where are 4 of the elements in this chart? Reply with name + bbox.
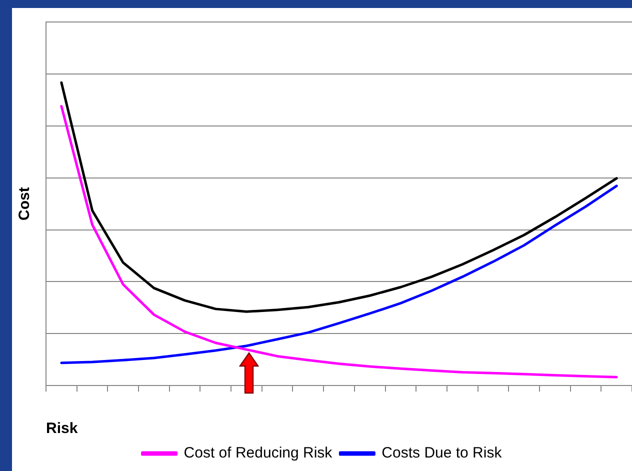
legend-label: Cost of Reducing Risk xyxy=(184,444,333,462)
y-axis-title: Cost xyxy=(16,187,34,220)
legend-label: Costs Due to Risk xyxy=(382,444,502,462)
x-axis-title: Risk xyxy=(46,420,78,438)
